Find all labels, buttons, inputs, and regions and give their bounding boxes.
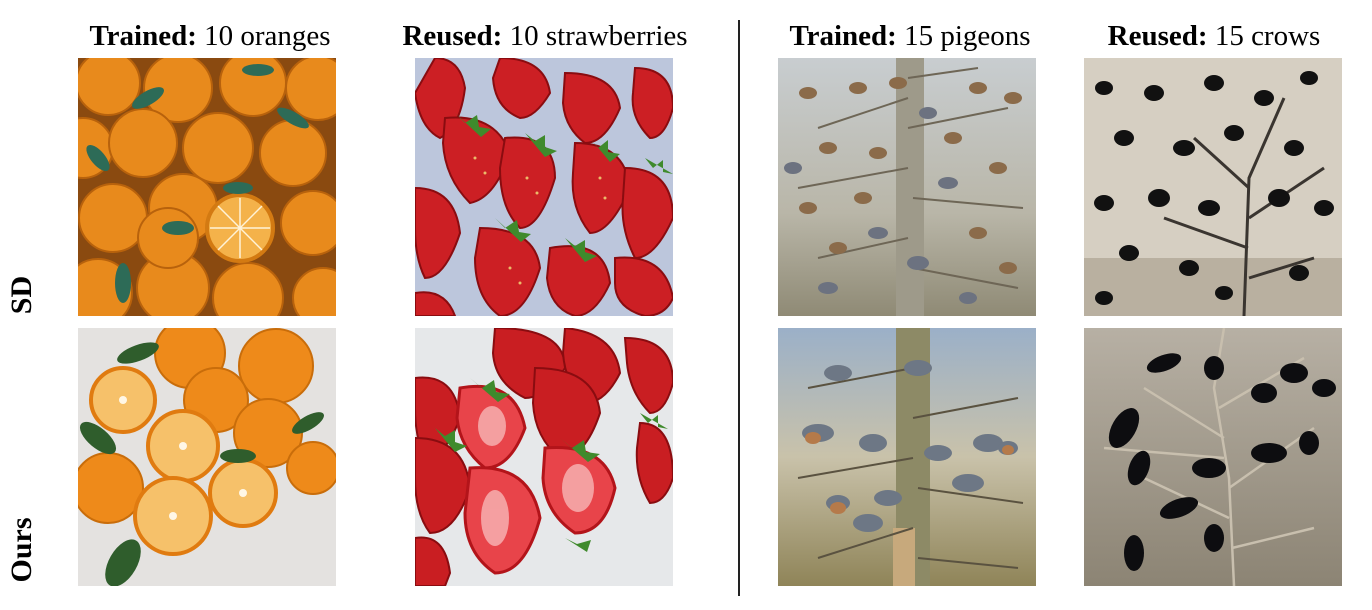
image-ours-crows: [1084, 328, 1342, 586]
divider-line: [738, 20, 740, 596]
row-label-ours: Ours: [5, 517, 38, 583]
row-label-sd: SD: [5, 275, 38, 315]
column-title-reused-crows: Reused: 15 crows: [1107, 20, 1321, 52]
column-title-trained-pigeons: Trained: 15 pigeons: [789, 20, 1031, 52]
image-sd-strawberries: [415, 58, 673, 316]
image-sd-pigeons: [778, 58, 1036, 316]
image-sd-oranges: [78, 58, 336, 316]
column-title-trained-oranges: Trained: 10 oranges: [89, 20, 331, 52]
image-ours-pigeons: [778, 328, 1036, 586]
image-ours-oranges: [78, 328, 336, 586]
image-ours-strawberries: [415, 328, 673, 586]
image-sd-crows: [1084, 58, 1342, 316]
column-title-reused-strawberries: Reused: 10 strawberries: [402, 20, 688, 52]
